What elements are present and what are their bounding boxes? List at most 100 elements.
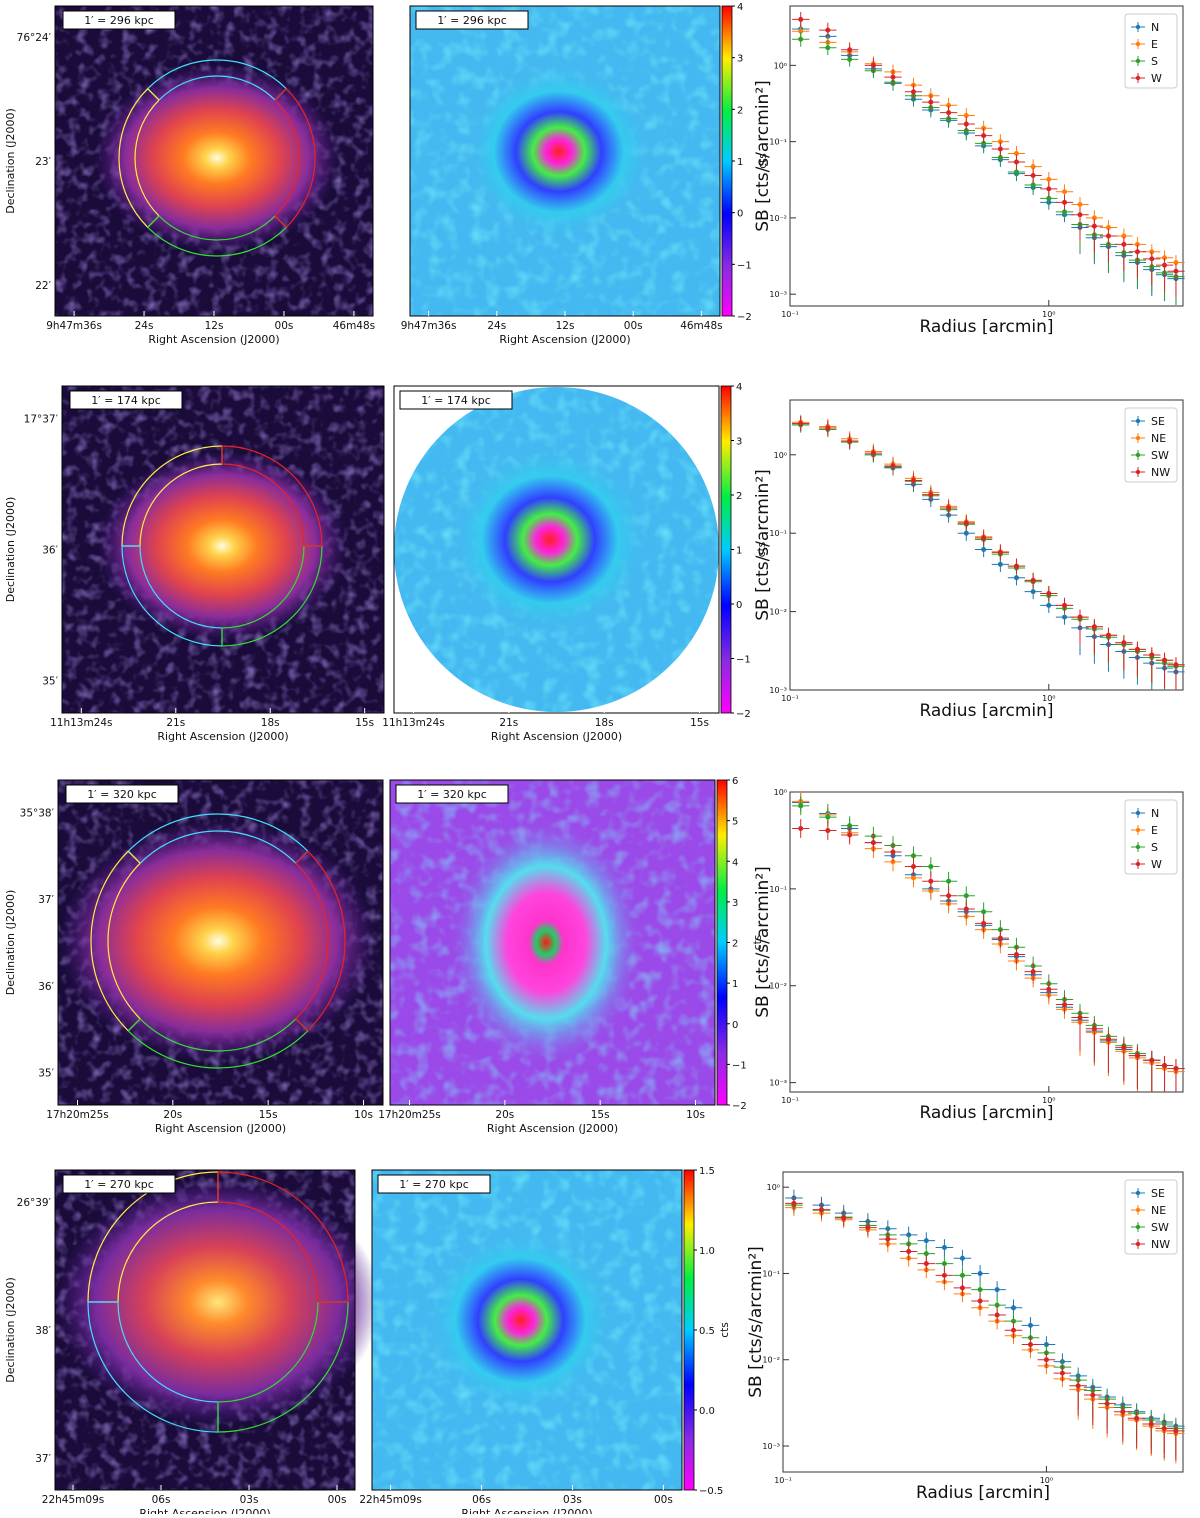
marker	[865, 1225, 871, 1231]
marker	[1149, 256, 1155, 262]
legend-marker	[1135, 1241, 1141, 1247]
data-point	[1099, 627, 1118, 663]
colorbar-tick-label: 4	[732, 857, 738, 868]
residual-xtick-label: 06s	[472, 1494, 491, 1506]
data-point	[991, 928, 1010, 948]
colorbar-label: cts	[756, 542, 768, 557]
y-tick-label: 10⁻¹	[762, 1269, 780, 1278]
marker	[1046, 986, 1052, 992]
marker	[1062, 199, 1068, 205]
xray-ytick-label: 38′	[35, 1325, 51, 1337]
marker	[870, 840, 876, 846]
data-point	[1155, 1056, 1174, 1092]
marker	[994, 1302, 1000, 1308]
xray-ytick-label: 76°24′	[17, 32, 52, 44]
colorbar: 1.5 1.0 0.5 0.0 −0.5 cts	[683, 1166, 731, 1497]
data-point	[792, 796, 810, 816]
marker	[941, 1244, 947, 1250]
sector-annuli	[90, 813, 346, 1069]
data-point	[1128, 1046, 1147, 1090]
colorbar-tick-label: 2	[736, 491, 742, 502]
scale-label-text: 1′ = 320 kpc	[417, 788, 487, 801]
sector-outer-arc	[307, 850, 346, 1032]
colorbar-label: cts	[719, 1322, 731, 1337]
data-point	[1071, 1008, 1089, 1052]
marker	[1105, 632, 1111, 638]
legend-box	[1124, 799, 1178, 875]
residual-structure	[448, 819, 644, 1066]
legend-marker	[1135, 452, 1141, 458]
colorbar-tick-label: 1.5	[699, 1166, 715, 1177]
marker	[910, 853, 916, 859]
data-point	[1167, 657, 1185, 690]
sector-inner-arc	[158, 75, 276, 101]
y-tick-label: 10⁻¹	[769, 885, 787, 894]
data-point	[988, 1306, 1006, 1324]
marker	[1077, 212, 1083, 218]
y-tick-label: 10⁰	[774, 788, 787, 797]
xray-image-panel: 1′ = 320 kpc 17h20m25s 20s 15s 10s Right Asce…	[4, 779, 384, 1135]
marker	[890, 74, 896, 80]
legend-item: S	[1131, 55, 1158, 68]
data-point	[819, 40, 837, 56]
legend-marker	[1135, 418, 1141, 424]
marker	[1030, 589, 1036, 595]
data-point	[939, 105, 958, 121]
colorbar: 4 3 2 1 0 −1 −2 cts	[721, 2, 769, 323]
legend-label: N	[1151, 21, 1159, 34]
colorbar-tick-label: 1	[736, 546, 742, 557]
data-point	[1115, 1038, 1133, 1082]
xray-ytick-label: 36′	[42, 545, 58, 557]
marker	[1105, 1036, 1111, 1042]
marker	[1075, 1383, 1081, 1389]
marker	[1013, 169, 1019, 175]
data-point	[819, 821, 837, 840]
marker	[977, 1287, 983, 1293]
legend-item: W	[1131, 858, 1162, 871]
marker	[923, 1261, 929, 1267]
residual-structure	[452, 448, 648, 632]
sector-inner-arc	[295, 862, 329, 1020]
series-w	[792, 819, 1185, 1092]
data-point	[935, 1267, 954, 1284]
colorbar-scale	[720, 385, 732, 714]
sector-inner-arc	[139, 463, 223, 547]
sector-outer-arc	[127, 1030, 309, 1069]
residual-image-panel: 1′ = 320 kpc 17h20m25s 20s 15s 10s Right Asce…	[378, 776, 764, 1135]
xray-xtick-label: 9h47m36s	[46, 320, 102, 332]
legend-marker	[1135, 58, 1141, 64]
residual-frame	[371, 1169, 683, 1491]
scale-label-box	[65, 784, 179, 804]
data-point	[1085, 218, 1104, 253]
xray-xlabel: Right Ascension (J2000)	[157, 730, 288, 743]
data-point	[957, 116, 975, 132]
residual-xlabel: Right Ascension (J2000)	[491, 730, 622, 743]
profile-xlabel: Radius [arcmin]	[919, 317, 1053, 337]
marker	[1162, 262, 1168, 268]
marker	[798, 803, 804, 809]
marker	[928, 878, 934, 884]
marker	[890, 849, 896, 855]
colorbar-scale	[683, 1169, 695, 1491]
data-point	[1142, 1415, 1161, 1454]
legend-label: NW	[1151, 1238, 1170, 1251]
data-point	[840, 433, 859, 449]
xray-ytick-label: 36′	[38, 981, 54, 993]
sector-edge	[295, 1018, 309, 1032]
plot-area	[789, 399, 1184, 691]
legend-item: W	[1131, 72, 1162, 85]
data-point	[939, 500, 958, 516]
x-tick-label: 10⁻¹	[781, 310, 799, 319]
marker	[847, 56, 853, 62]
xray-ytick-label: 35°38′	[20, 808, 55, 820]
residual-xtick-label: 11h13m24s	[382, 717, 444, 729]
legend-label: SE	[1151, 1187, 1165, 1200]
sector-edge	[274, 215, 287, 228]
sector-inner-arc	[107, 862, 141, 1020]
data-point	[1040, 585, 1058, 602]
scale-label: 1′ = 270 kpc	[62, 1174, 176, 1194]
data-point	[1143, 251, 1161, 286]
marker	[997, 935, 1003, 941]
